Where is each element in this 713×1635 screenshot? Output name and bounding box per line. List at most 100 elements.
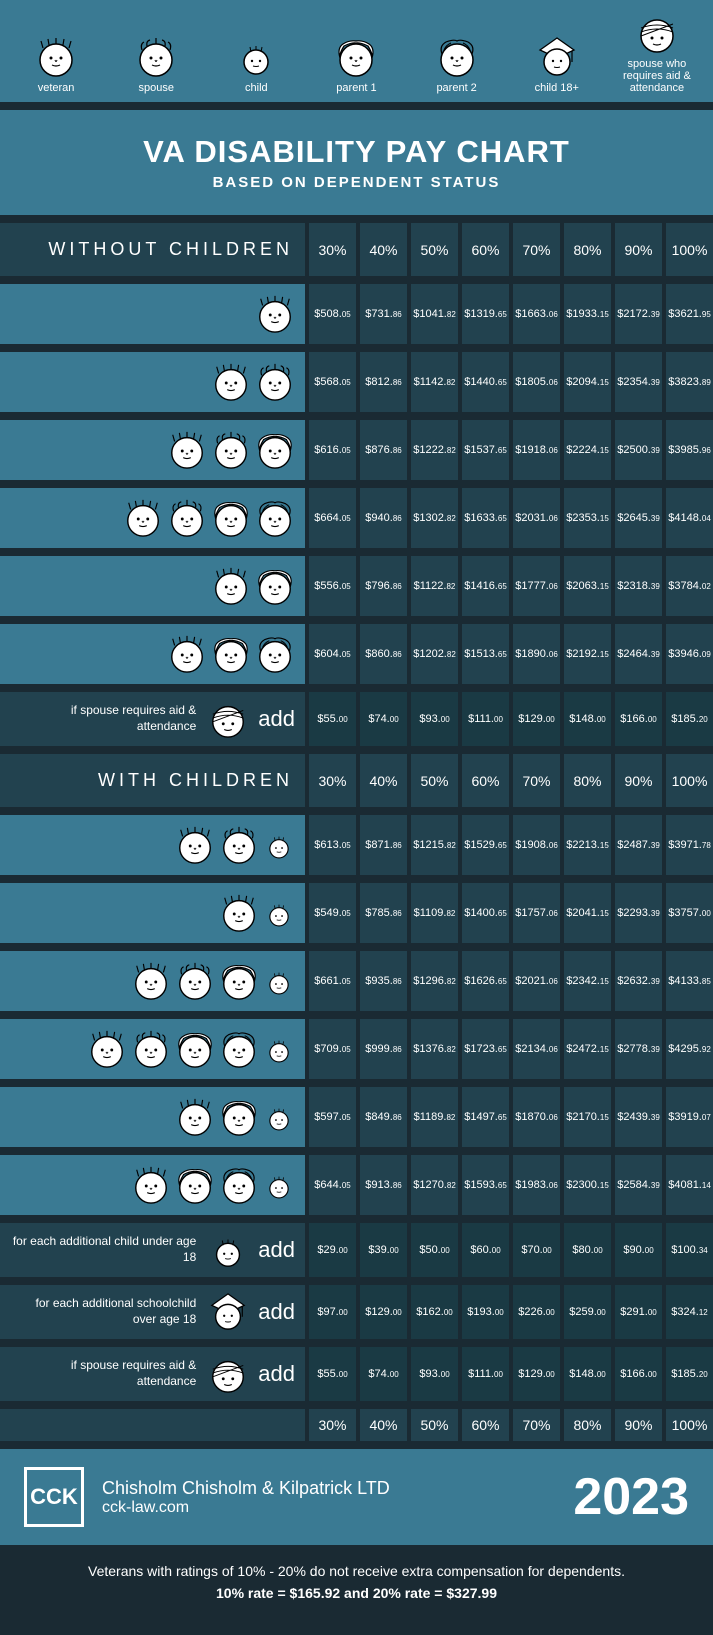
- parent1-icon: [175, 1165, 215, 1205]
- veteran-icon: [211, 362, 251, 402]
- legend-label: parent 1: [336, 82, 376, 94]
- title-main: VA DISABILITY PAY CHART: [12, 134, 701, 170]
- legend-label: child: [245, 82, 268, 94]
- value-cell: $74.00: [360, 1347, 407, 1401]
- value-cell: $3985.96: [666, 420, 713, 480]
- value-cell: $1376.82: [411, 1019, 458, 1079]
- legend-item: spouse: [108, 36, 204, 94]
- legend-item: parent 1: [308, 36, 404, 94]
- value-cell: $129.00: [513, 1347, 560, 1401]
- percent-header: 40%: [360, 754, 407, 807]
- parent1-icon: [211, 498, 251, 538]
- spouse-icon: [167, 498, 207, 538]
- value-cell: $1918.06: [513, 420, 560, 480]
- add-text: if spouse requires aid & attendance: [10, 703, 196, 734]
- child-icon: [263, 1101, 295, 1133]
- value-cell: $508.05: [309, 284, 356, 344]
- footer-brand: CCK Chisholm Chisholm & Kilpatrick LTD c…: [0, 1449, 713, 1545]
- value-cell: $616.05: [309, 420, 356, 480]
- value-cell: $860.86: [360, 624, 407, 684]
- brand-year: 2023: [573, 1467, 689, 1527]
- value-cell: $2192.15: [564, 624, 611, 684]
- add-word: add: [258, 1361, 295, 1387]
- value-cell: $111.00: [462, 1347, 509, 1401]
- add-word: add: [258, 1299, 295, 1325]
- value-cell: $1296.82: [411, 951, 458, 1011]
- value-cell: $100.34: [666, 1223, 713, 1277]
- table-row: $508.05$731.86$1041.82$1319.65$1663.06$1…: [0, 284, 713, 344]
- table-row: $709.05$999.86$1376.82$1723.65$2134.06$2…: [0, 1019, 713, 1079]
- table-row: $644.05$913.86$1270.82$1593.65$1983.06$2…: [0, 1155, 713, 1215]
- value-cell: $185.20: [666, 1347, 713, 1401]
- value-cell: $812.86: [360, 352, 407, 412]
- table-row: $597.05$849.86$1189.82$1497.65$1870.06$2…: [0, 1087, 713, 1147]
- value-cell: $2094.15: [564, 352, 611, 412]
- value-cell: $29.00: [309, 1223, 356, 1277]
- value-cell: $940.86: [360, 488, 407, 548]
- add-text: if spouse requires aid & attendance: [10, 1358, 196, 1389]
- child18-icon: [208, 1292, 248, 1332]
- value-cell: $3621.95: [666, 284, 713, 344]
- value-cell: $166.00: [615, 692, 662, 746]
- value-cell: $97.00: [309, 1285, 356, 1339]
- child-icon: [208, 1230, 248, 1270]
- value-cell: $568.05: [309, 352, 356, 412]
- child-icon: [263, 897, 295, 929]
- value-cell: $785.86: [360, 883, 407, 943]
- value-cell: $80.00: [564, 1223, 611, 1277]
- legend-label: veteran: [38, 82, 75, 94]
- percent-header: 70%: [513, 223, 560, 276]
- child18-icon: [536, 36, 578, 78]
- value-cell: $55.00: [309, 1347, 356, 1401]
- brand-name: Chisholm Chisholm & Kilpatrick LTD: [102, 1478, 555, 1499]
- legend-label: spouse who requires aid & attendance: [609, 58, 705, 94]
- percent-footer: 50%: [411, 1409, 458, 1441]
- veteran-icon: [131, 1165, 171, 1205]
- value-cell: $1626.65: [462, 951, 509, 1011]
- value-cell: $1537.65: [462, 420, 509, 480]
- value-cell: $162.00: [411, 1285, 458, 1339]
- brand-url: cck-law.com: [102, 1499, 555, 1517]
- value-cell: $129.00: [513, 692, 560, 746]
- value-cell: $1983.06: [513, 1155, 560, 1215]
- parent1-icon: [219, 1097, 259, 1137]
- value-cell: $597.05: [309, 1087, 356, 1147]
- value-cell: $2464.39: [615, 624, 662, 684]
- add-row: if spouse requires aid & attendance add …: [0, 692, 713, 746]
- legend-item: child 18+: [509, 36, 605, 94]
- value-cell: $259.00: [564, 1285, 611, 1339]
- value-cell: $2318.39: [615, 556, 662, 616]
- spouse-icon: [131, 1029, 171, 1069]
- aid-icon: [636, 12, 678, 54]
- veteran-icon: [131, 961, 171, 1001]
- add-text: for each additional schoolchild over age…: [10, 1296, 196, 1327]
- value-cell: $604.05: [309, 624, 356, 684]
- percent-header: 100%: [666, 223, 713, 276]
- veteran-icon: [123, 498, 163, 538]
- veteran-icon: [35, 36, 77, 78]
- value-cell: $1189.82: [411, 1087, 458, 1147]
- value-cell: $2342.15: [564, 951, 611, 1011]
- value-cell: $324.12: [666, 1285, 713, 1339]
- legend-item: parent 2: [409, 36, 505, 94]
- legend-label: child 18+: [535, 82, 579, 94]
- value-cell: $2041.15: [564, 883, 611, 943]
- parent1-icon: [255, 430, 295, 470]
- percent-header: 90%: [615, 223, 662, 276]
- parent1-icon: [211, 634, 251, 674]
- value-cell: $2487.39: [615, 815, 662, 875]
- percent-footer: 70%: [513, 1409, 560, 1441]
- percent-header: 80%: [564, 223, 611, 276]
- percent-header: 30%: [309, 223, 356, 276]
- value-cell: $4133.85: [666, 951, 713, 1011]
- value-cell: $664.05: [309, 488, 356, 548]
- value-cell: $613.05: [309, 815, 356, 875]
- title-block: VA DISABILITY PAY CHART BASED ON DEPENDE…: [0, 110, 713, 215]
- value-cell: $1633.65: [462, 488, 509, 548]
- value-cell: $2300.15: [564, 1155, 611, 1215]
- value-cell: $849.86: [360, 1087, 407, 1147]
- parent1-icon: [175, 1029, 215, 1069]
- value-cell: $1757.06: [513, 883, 560, 943]
- value-cell: $2063.15: [564, 556, 611, 616]
- value-cell: $1870.06: [513, 1087, 560, 1147]
